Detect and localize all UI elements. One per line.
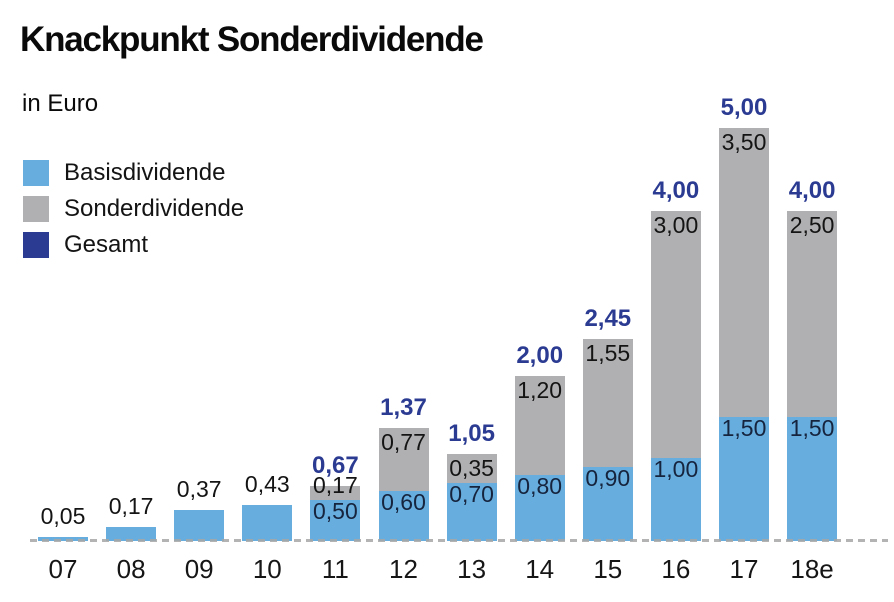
axis-tick-label: 18e (790, 554, 834, 584)
bar-segment-basis (242, 505, 293, 541)
bar-basis-label: 0,70 (449, 481, 494, 508)
legend-label: Basisdividende (64, 159, 226, 186)
bar-sonder-label: 0,17 (313, 471, 358, 498)
chart-subtitle: in Euro (22, 90, 99, 117)
legend-swatch-sonderdividende (23, 196, 49, 222)
bar-value-label: 0,05 (40, 502, 86, 529)
bar-total-label: 0,67 (312, 451, 359, 479)
bar-segment-basis (38, 536, 88, 541)
bar-total-label: 1,37 (380, 393, 427, 421)
bar-segment-sonder (310, 485, 361, 500)
legend-item-basisdividende: Basisdividende (23, 160, 244, 186)
bar-total-label: 5,00 (720, 94, 768, 121)
bar-segment-basis (582, 466, 633, 541)
bar-segment-basis (719, 417, 769, 541)
axis-tick-label: 15 (593, 554, 623, 584)
bar-segment-basis (378, 491, 429, 541)
axis-tick-label: 17 (729, 554, 759, 584)
axis-tick-label: 11 (321, 554, 349, 584)
axis-tick-label: 14 (525, 554, 555, 584)
bar-basis-label: 0,60 (381, 489, 426, 516)
legend-swatch-basisdividende (23, 160, 49, 186)
legend-label: Gesamt (64, 231, 149, 258)
bar-basis-label: 1,00 (653, 456, 699, 483)
bar-segment-basis (310, 499, 361, 541)
x-axis-baseline (30, 539, 888, 542)
bar-basis-label: 0,90 (585, 464, 631, 491)
axis-tick-label: 08 (116, 554, 146, 584)
bar-segment-sonder (787, 210, 838, 418)
legend-swatch-gesamt (23, 232, 49, 258)
chart-legend: Basisdividende Sonderdividende Gesamt (23, 160, 244, 258)
bar-segment-basis (106, 526, 157, 541)
bar-value-label: 0,43 (244, 471, 290, 498)
bar-sonder-label: 0,77 (381, 428, 426, 455)
axis-tick-label: 12 (389, 554, 418, 584)
bar-segment-sonder (582, 338, 633, 467)
bar-segment-sonder (378, 427, 429, 492)
bar-segment-basis (787, 417, 838, 541)
bar-segment-sonder (719, 128, 769, 418)
bar-basis-label: 0,50 (313, 497, 358, 524)
axis-tick-label: 09 (184, 554, 214, 584)
bar-total-label: 4,00 (788, 176, 836, 204)
legend-label: Sonderdividende (64, 195, 245, 222)
bar-value-label: 0,37 (176, 476, 222, 503)
bar-sonder-label: 2,50 (789, 211, 835, 238)
axis-tick-label: 07 (48, 554, 78, 584)
axis-tick-label: 16 (661, 554, 691, 584)
bar-segment-basis (650, 458, 701, 541)
bar-sonder-label: 3,00 (653, 211, 699, 238)
legend-item-sonderdividende: Sonderdividende (23, 196, 244, 222)
bar-sonder-label: 0,35 (449, 455, 494, 482)
bar-basis-label: 0,80 (517, 472, 563, 499)
bar-segment-sonder (514, 375, 565, 475)
bar-segment-sonder (650, 210, 701, 459)
bar-total-label: 2,00 (516, 341, 564, 369)
bar-sonder-label: 3,50 (721, 129, 767, 155)
bar-total-label: 4,00 (652, 176, 700, 204)
chart-title: Knackpunkt Sonderdividende (20, 20, 484, 59)
bar-basis-label: 1,50 (789, 415, 835, 442)
bar-segment-basis (514, 474, 565, 541)
axis-tick-label: 13 (457, 554, 487, 584)
legend-item-gesamt: Gesamt (23, 232, 244, 258)
bar-segment-basis (174, 510, 225, 541)
bar-segment-sonder (446, 454, 497, 484)
bar-total-label: 2,45 (584, 304, 632, 332)
bar-value-label: 0,17 (108, 492, 154, 519)
axis-tick-label: 10 (252, 554, 282, 584)
bar-sonder-label: 1,55 (585, 339, 631, 366)
bar-sonder-label: 1,20 (517, 376, 563, 403)
bar-total-label: 1,05 (448, 420, 495, 448)
bar-segment-basis (446, 483, 497, 541)
bar-basis-label: 1,50 (721, 415, 767, 442)
